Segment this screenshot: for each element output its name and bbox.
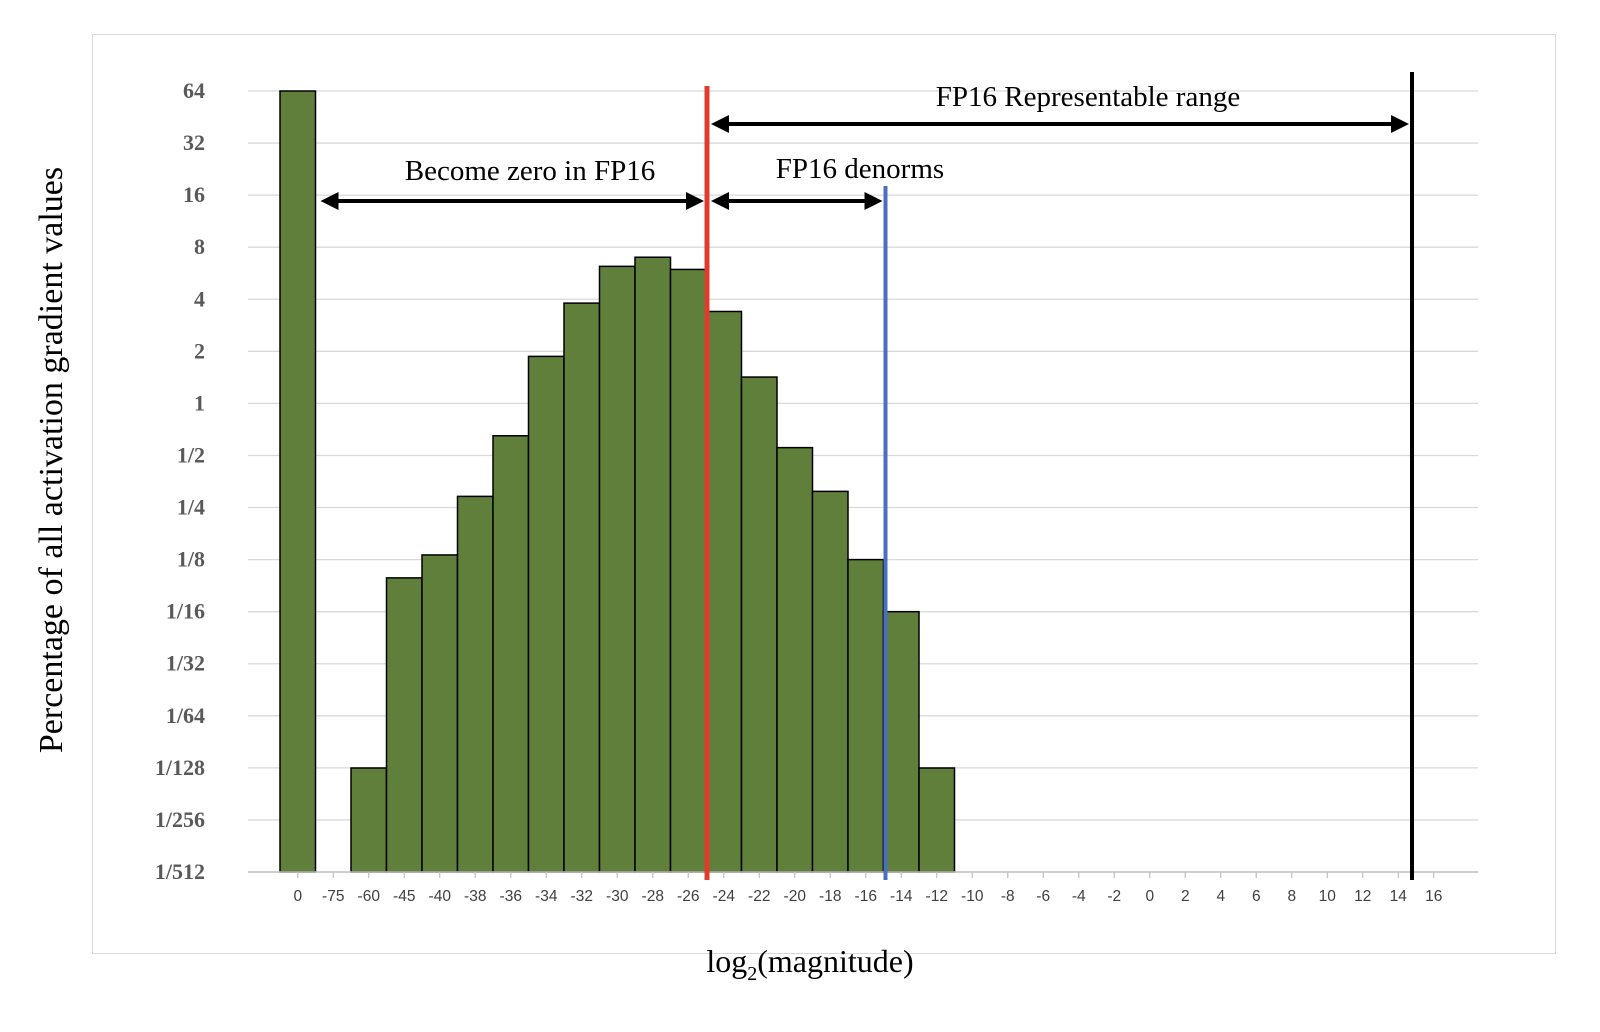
- bar: [598, 265, 636, 873]
- bar: [492, 435, 530, 873]
- x-tick-label: -20: [784, 888, 807, 905]
- x-tick-label: 2: [1181, 888, 1190, 905]
- bar: [882, 610, 920, 873]
- bar: [634, 256, 672, 873]
- bar: [563, 302, 601, 873]
- x-tick-label: -40: [429, 888, 452, 905]
- arrow-representable-range: [711, 115, 1409, 133]
- y-tick-label: 1/128: [155, 755, 205, 780]
- x-tick-labels: 0 -75 -60 -45 -40 -38 -36 -34 -32 -30 -28 -26 -24 -22…: [293, 872, 1442, 905]
- bar: [527, 355, 565, 873]
- bar: [918, 767, 956, 873]
- x-tick-label: 12: [1354, 888, 1371, 905]
- arrow-become-zero: [320, 192, 704, 210]
- y-tick-label: 1/2: [177, 442, 205, 467]
- y-tick-label: 1/64: [166, 703, 205, 728]
- x-tick-label: -32: [571, 888, 593, 905]
- x-tick-label: -8: [1001, 888, 1015, 905]
- bar: [669, 268, 707, 873]
- x-tick-label: -28: [642, 888, 664, 905]
- x-tick-label: 10: [1319, 888, 1337, 905]
- x-tick-label: -12: [926, 888, 948, 905]
- x-axis-label-subscript: 2: [747, 963, 757, 985]
- x-tick-label: -16: [855, 888, 877, 905]
- bar: [705, 310, 743, 873]
- y-tick-label: 1/32: [166, 651, 205, 676]
- x-tick-label: -18: [819, 888, 841, 905]
- x-tick-label: -38: [464, 888, 486, 905]
- y-tick-label: 1/4: [177, 495, 205, 520]
- annotation-become-zero: Become zero in FP16: [405, 155, 655, 187]
- x-tick-label: -6: [1036, 888, 1050, 905]
- x-tick-label: -10: [961, 888, 984, 905]
- x-tick-label: -60: [358, 888, 381, 905]
- x-tick-label: 8: [1287, 888, 1296, 905]
- bar: [456, 495, 494, 873]
- y-tick-label: 1/8: [177, 547, 205, 572]
- x-tick-label: -45: [393, 888, 415, 905]
- bars: [279, 90, 956, 873]
- bar: [421, 554, 459, 873]
- x-tick-label: 14: [1390, 888, 1408, 905]
- arrow-denorms: [711, 192, 883, 210]
- reference-lines: [704, 72, 1414, 880]
- bar: [811, 490, 849, 873]
- bar: [847, 558, 885, 873]
- annotation-representable-range: FP16 Representable range: [936, 81, 1240, 113]
- x-tick-label: 4: [1216, 888, 1225, 905]
- x-tick-label: -24: [713, 888, 736, 905]
- x-tick-label: -75: [322, 888, 344, 905]
- x-tick-label: 16: [1425, 888, 1442, 905]
- x-tick-label: 0: [1145, 888, 1154, 905]
- x-tick-label: -22: [748, 888, 770, 905]
- x-tick-label: -2: [1107, 888, 1121, 905]
- x-tick-label: -14: [890, 888, 913, 905]
- bar: [350, 767, 388, 873]
- x-tick-label: 6: [1252, 888, 1261, 905]
- y-axis-label: Percentage of all activation gradient va…: [33, 167, 70, 753]
- annotation-denorms: FP16 denorms: [776, 153, 944, 185]
- bar: [776, 446, 814, 873]
- y-tick-label: 64: [183, 78, 205, 103]
- y-tick-label: 4: [194, 286, 205, 311]
- y-tick-label: 16: [183, 182, 205, 207]
- bar: [385, 577, 423, 873]
- x-tick-label: 0: [293, 888, 302, 905]
- y-tick-label: 1/16: [166, 599, 205, 624]
- y-tick-labels: 64 32 16 8 4 2 1 1/2 1/4 1/8 1/16 1/32 1/64 1/128 1/25…: [155, 78, 205, 884]
- bar: [740, 376, 778, 873]
- x-tick-label: -4: [1072, 888, 1086, 905]
- x-tick-label: -36: [500, 888, 522, 905]
- y-tick-label: 1/256: [155, 807, 205, 832]
- bar: [279, 90, 317, 873]
- x-axis-label-tail: (magnitude): [757, 943, 913, 979]
- x-tick-label: -34: [535, 888, 558, 905]
- y-tick-label: 2: [194, 338, 205, 363]
- range-arrows: [320, 115, 1409, 210]
- y-tick-label: 8: [194, 234, 205, 259]
- x-axis-label: log2(magnitude): [706, 943, 913, 985]
- x-axis-label-main: log: [706, 943, 747, 979]
- y-tick-label: 32: [183, 130, 205, 155]
- x-tick-label: -26: [677, 888, 699, 905]
- x-tick-label: -30: [606, 888, 629, 905]
- y-tick-label: 1/512: [155, 859, 205, 884]
- y-tick-label: 1: [194, 390, 205, 415]
